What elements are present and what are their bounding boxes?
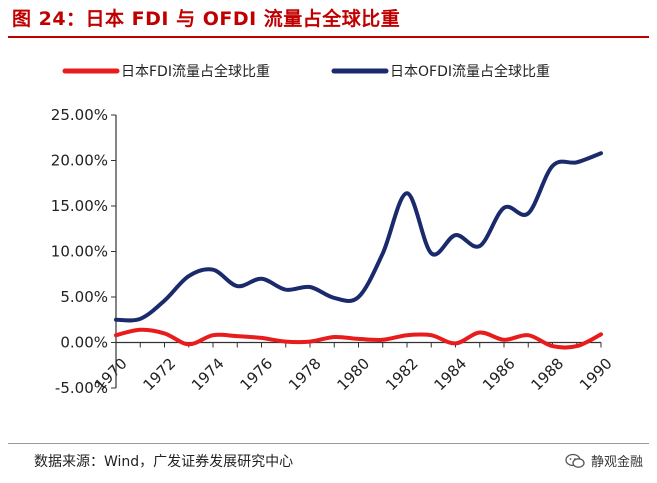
y-tick-label: 10.00% (51, 243, 108, 261)
watermark-text: 静观金融 (590, 455, 643, 470)
x-tick-label: 1976 (237, 355, 277, 395)
y-tick-label: 25.00% (51, 106, 108, 124)
legend-label-ofdi: 日本OFDI流量占全球比重 (390, 63, 550, 80)
x-tick-label: 1978 (285, 355, 325, 395)
series-line-fdi (114, 327, 603, 350)
chart: 日本FDI流量占全球比重 日本OFDI流量占全球比重 -5.00% 0.00% 5.… (51, 63, 616, 397)
watermark: 静观金融 (565, 451, 643, 470)
series-layer (114, 151, 603, 350)
x-tick-label: 1982 (382, 355, 422, 395)
wechat-icon (565, 453, 585, 468)
source-note: 数据来源：Wind，广发证券发展研究中心 (34, 454, 294, 470)
x-tick-label: 1974 (188, 355, 228, 395)
figure-title: 图 24：日本 FDI 与 OFDI 流量占全球比重 (12, 8, 401, 30)
x-tick-label: 1980 (334, 355, 374, 395)
title-rule (8, 36, 649, 38)
y-tick-label: 20.00% (51, 152, 108, 170)
y-tick-label: -5.00% (55, 379, 108, 397)
x-tick-label: 1988 (528, 355, 568, 395)
y-axis-ticks: -5.00% 0.00% 5.00% 10.00% 15.00% 20.00% 25.00% (51, 106, 116, 397)
x-tick-label: 1984 (431, 355, 471, 395)
footer-rule (8, 443, 649, 444)
series-line-ofdi (114, 151, 603, 323)
y-tick-label: 15.00% (51, 197, 108, 215)
x-tick-label: 1986 (479, 355, 519, 395)
y-tick-label: 0.00% (60, 334, 108, 352)
legend-label-fdi: 日本FDI流量占全球比重 (121, 63, 270, 80)
x-tick-label: 1990 (576, 355, 616, 395)
legend: 日本FDI流量占全球比重 日本OFDI流量占全球比重 (62, 63, 550, 80)
y-tick-label: 5.00% (60, 288, 108, 306)
x-axis-ticks: 1970 1972 1974 1976 1978 1980 1982 1984 1986 1988… (91, 342, 616, 395)
x-tick-label: 1972 (140, 355, 180, 395)
x-tick-label: 1970 (91, 355, 131, 395)
